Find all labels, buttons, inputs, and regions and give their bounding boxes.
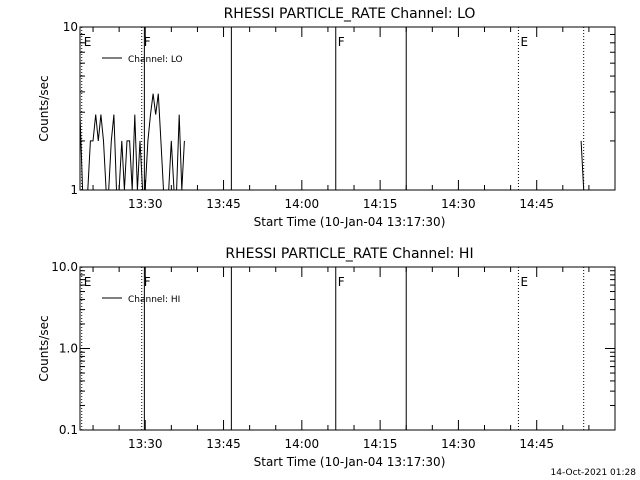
footer-timestamp: 14-Oct-2021 01:28 (551, 468, 637, 478)
lo-data-series-line (580, 140, 587, 191)
hi-y-tick-label: 0.1 (59, 423, 78, 437)
hi-legend-label: Channel: HI (128, 295, 180, 305)
hi-x-tick-label: 14:30 (441, 437, 476, 451)
lo-event-flag-label: E (84, 35, 92, 49)
hi-x-tick-label: 13:45 (206, 437, 241, 451)
lo-x-tick-label: 14:45 (519, 197, 554, 211)
lo-plot-frame (79, 26, 616, 191)
lo-chart-title: RHESSI PARTICLE_RATE Channel: LO (224, 6, 476, 22)
lo-event-flag-label: E (520, 35, 528, 49)
hi-x-tick-label: 14:15 (363, 437, 398, 451)
lo-y-tick-label: 1 (70, 183, 78, 197)
hi-plot-frame (79, 266, 616, 431)
lo-x-tick-label: 14:30 (441, 197, 476, 211)
lo-x-tick-label: 14:15 (363, 197, 398, 211)
lo-legend-label: Channel: LO (128, 55, 183, 65)
hi-x-tick-label: 14:45 (519, 437, 554, 451)
lo-x-axis-label: Start Time (10-Jan-04 13:17:30) (254, 215, 446, 229)
hi-event-flag-label: F (144, 275, 151, 289)
lo-event-flag-label: F (338, 35, 345, 49)
lo-event-flag-label: F (144, 35, 151, 49)
lo-data-series-line (79, 93, 185, 191)
hi-event-flag-label: E (84, 275, 92, 289)
hi-event-flag-label: E (520, 275, 528, 289)
lo-x-tick-label: 14:00 (285, 197, 320, 211)
hi-x-tick-label: 14:00 (285, 437, 320, 451)
lo-x-tick-label: 13:30 (128, 197, 163, 211)
hi-event-flag-label: F (338, 275, 345, 289)
hi-chart-title: RHESSI PARTICLE_RATE Channel: HI (225, 246, 473, 262)
hi-x-axis-label: Start Time (10-Jan-04 13:17:30) (254, 455, 446, 469)
lo-x-tick-label: 13:45 (206, 197, 241, 211)
hi-y-axis-label: Counts/sec (37, 315, 51, 381)
lo-y-tick-label: 10 (63, 20, 78, 34)
hi-x-tick-label: 13:30 (128, 437, 163, 451)
lo-y-axis-label: Counts/sec (37, 75, 51, 141)
hi-y-tick-label: 1.0 (59, 342, 78, 356)
hi-y-tick-label: 10.0 (51, 260, 78, 274)
